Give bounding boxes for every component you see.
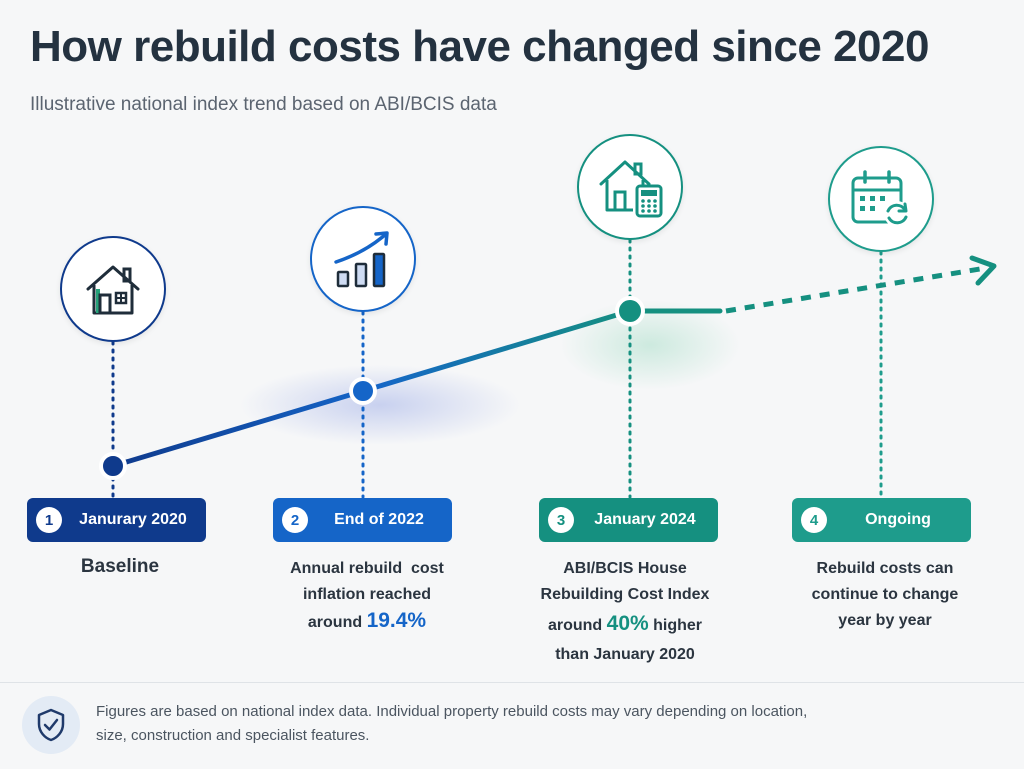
milestone-desc-3: ABI/BCIS House Rebuilding Cost Index aro…: [515, 556, 735, 668]
milestone-badge-4: 4 Ongoing: [792, 498, 971, 542]
page-subtitle: Illustrative national index trend based …: [30, 94, 497, 115]
milestone-date: End of 2022: [334, 511, 424, 528]
step-number: 3: [548, 507, 574, 533]
desc-line: year by year: [838, 612, 932, 629]
step-number: 2: [282, 507, 308, 533]
house-icon: [60, 236, 166, 342]
milestone-desc-1: Baseline: [20, 554, 220, 580]
milestone-desc-4: Rebuild costs can continue to change yea…: [775, 556, 995, 634]
footer-disclaimer: Figures are based on national index data…: [96, 703, 808, 744]
desc-line: Baseline: [80, 556, 160, 577]
step-number: 1: [36, 507, 62, 533]
page-title: How rebuild costs have changed since 202…: [30, 22, 929, 71]
desc-prefix: around: [307, 614, 363, 631]
highlight-value: 40%: [606, 612, 649, 635]
calendar-refresh-icon: [828, 146, 934, 252]
desc-line: Annual rebuild cost: [290, 560, 444, 577]
house-calculator-icon: [577, 134, 683, 240]
line-shadow-teal: [560, 300, 740, 390]
trend-line: [110, 308, 723, 469]
footer: [0, 682, 1024, 769]
arrow-head-icon: [969, 255, 997, 286]
desc-line-highlight: around 19.4%: [257, 608, 477, 636]
milestone-date: Ongoing: [865, 511, 931, 528]
desc-line: Rebuild costs can: [816, 560, 954, 577]
step-number: 4: [801, 507, 827, 533]
rising-bar-chart-icon: [310, 206, 416, 312]
desc-suffix: higher: [653, 617, 703, 634]
point-3: [615, 296, 645, 326]
point-2: [349, 377, 377, 405]
milestone-date: January 2024: [594, 511, 696, 528]
point-1: [99, 452, 127, 480]
milestone-date: Janurary 2020: [79, 511, 187, 528]
shield-check-icon: [22, 696, 80, 754]
desc-line: continue to change: [811, 586, 959, 603]
milestone-badge-1: 1 Janurary 2020: [27, 498, 206, 542]
desc-line: inflation reached: [302, 586, 432, 603]
desc-line: ABI/BCIS House: [563, 560, 687, 577]
projection-line: [725, 265, 987, 314]
milestone-badge-2: 2 End of 2022: [273, 498, 452, 542]
desc-prefix: around: [547, 617, 603, 634]
desc-line: than January 2020: [555, 646, 695, 663]
desc-line-highlight: around 40% higher: [515, 608, 735, 642]
desc-line: Rebuilding Cost Index: [540, 586, 710, 603]
milestone-desc-2: Annual rebuild cost inflation reached ar…: [257, 556, 477, 636]
highlight-value: 19.4%: [366, 609, 427, 632]
line-shadow-blue: [240, 365, 520, 445]
milestone-badge-3: 3 January 2024: [539, 498, 718, 542]
